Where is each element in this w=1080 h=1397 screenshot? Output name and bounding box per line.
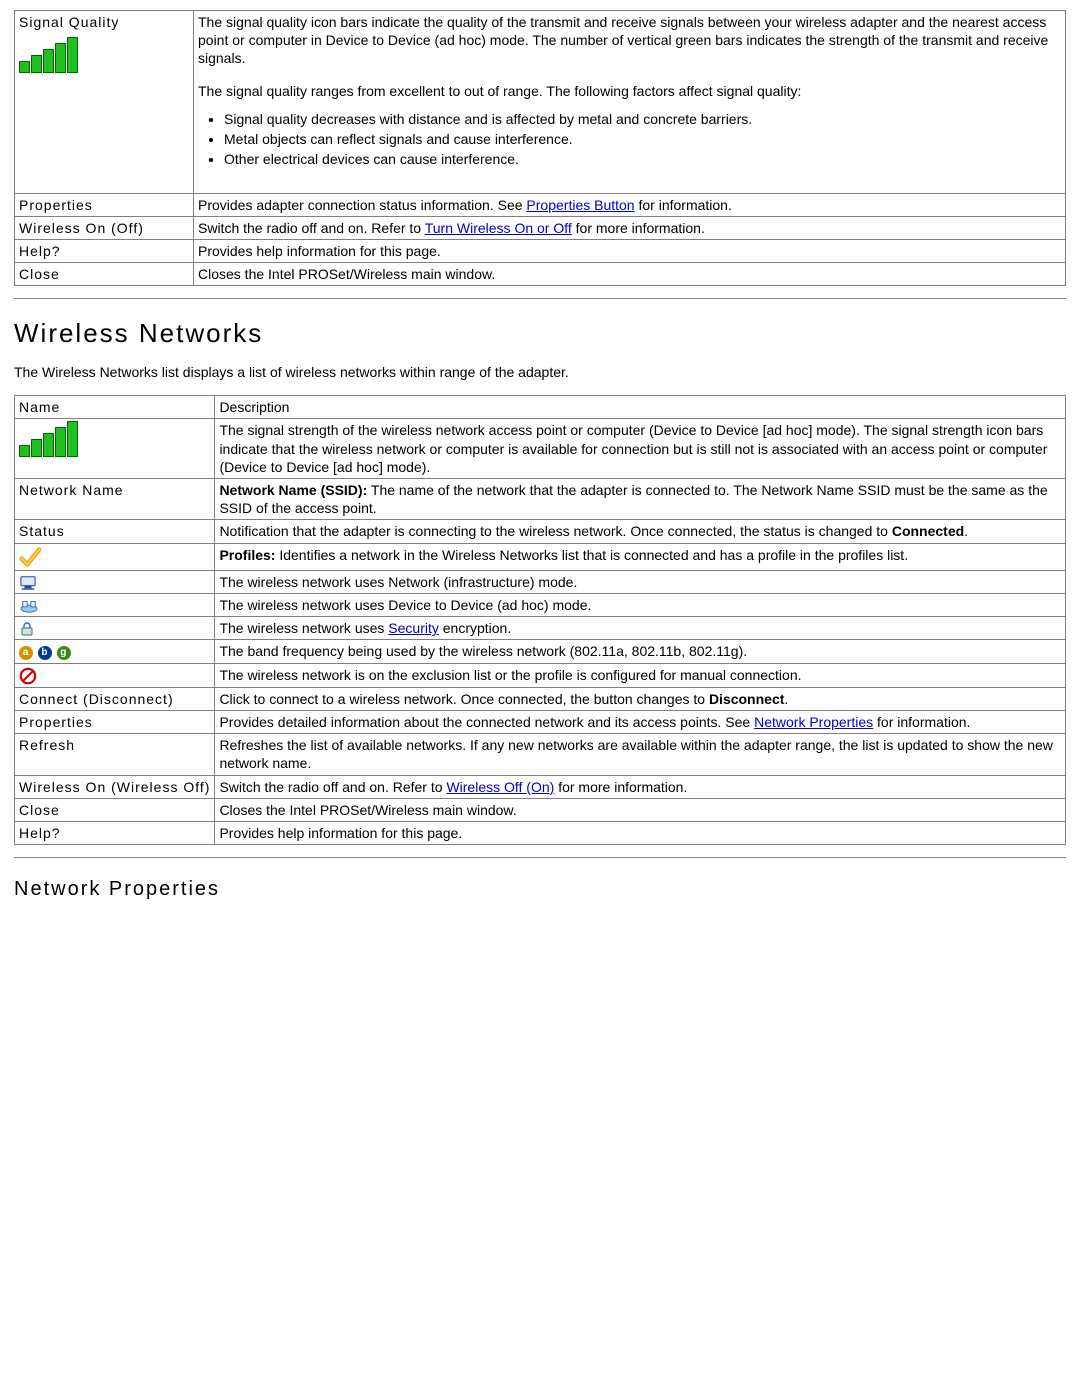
adhoc-desc: The wireless network uses Device to Devi… (215, 593, 1066, 616)
signal-bars-icon (19, 37, 79, 73)
props-desc: Provides detailed information about the … (215, 711, 1066, 734)
band-g-icon: g (57, 646, 71, 660)
wireless-networks-heading: Wireless Networks (14, 317, 1066, 351)
refresh-label: Refresh (15, 734, 215, 775)
profiles-desc: Profiles: Identifies a network in the Wi… (215, 543, 1066, 570)
checkmark-icon (19, 546, 41, 568)
list-item: Other electrical devices can cause inter… (224, 150, 1061, 168)
status-label: Status (15, 520, 215, 543)
table-row: The wireless network uses Network (infra… (15, 570, 1066, 593)
band-b-icon: b (38, 646, 52, 660)
properties-desc: Provides adapter connection status infor… (194, 193, 1066, 216)
col-name: Name (15, 396, 215, 419)
table-row: Help? Provides help information for this… (15, 822, 1066, 845)
adhoc-icon (19, 598, 39, 614)
table-row: Wireless On (Off) Switch the radio off a… (15, 216, 1066, 239)
wireless-on-label: Wireless On (Off) (15, 216, 194, 239)
table-row: The signal strength of the wireless netw… (15, 419, 1066, 479)
network-name-label: Network Name (15, 478, 215, 519)
table-row: The wireless network uses Security encry… (15, 617, 1066, 640)
network-properties-link[interactable]: Network Properties (754, 714, 873, 730)
props-label: Properties (15, 711, 215, 734)
divider (14, 298, 1066, 299)
list-item: Metal objects can reflect signals and ca… (224, 130, 1061, 148)
signal-quality-label: Signal Quality (19, 14, 119, 30)
list-item: Signal quality decreases with distance a… (224, 110, 1061, 128)
table-row: The wireless network is on the exclusion… (15, 663, 1066, 687)
table-row: Properties Provides detailed information… (15, 711, 1066, 734)
signal-bars-icon (19, 421, 79, 457)
wireless-networks-table: Name Description The signal strength of … (14, 395, 1066, 845)
table-row: The wireless network uses Device to Devi… (15, 593, 1066, 616)
properties-label: Properties (15, 193, 194, 216)
infrastructure-icon (19, 575, 37, 591)
table-row: Wireless On (Wireless Off) Switch the ra… (15, 775, 1066, 798)
band-a-icon: a (19, 646, 33, 660)
exclusion-icon (19, 667, 37, 685)
wireless-on-desc: Switch the radio off and on. Refer to Tu… (194, 216, 1066, 239)
close2-desc: Closes the Intel PROSet/Wireless main wi… (215, 798, 1066, 821)
security-link[interactable]: Security (388, 620, 439, 636)
signal-quality-list: Signal quality decreases with distance a… (224, 110, 1061, 169)
table-row: Signal Quality The signal quality icon b… (15, 11, 1066, 194)
band-desc: The band frequency being used by the wir… (215, 640, 1066, 663)
signal-quality-desc-1: The signal quality icon bars indicate th… (198, 13, 1061, 68)
close-desc: Closes the Intel PROSet/Wireless main wi… (194, 263, 1066, 286)
bars-desc: The signal strength of the wireless netw… (215, 419, 1066, 479)
network-name-desc: Network Name (SSID): The name of the net… (215, 478, 1066, 519)
security-desc: The wireless network uses Security encry… (215, 617, 1066, 640)
table-row: Properties Provides adapter connection s… (15, 193, 1066, 216)
close-label: Close (15, 263, 194, 286)
table-row: Refresh Refreshes the list of available … (15, 734, 1066, 775)
table-row: Help? Provides help information for this… (15, 239, 1066, 262)
table-row: Profiles: Identifies a network in the Wi… (15, 543, 1066, 570)
table-row: a b g The band frequency being used by t… (15, 640, 1066, 663)
turn-wireless-link[interactable]: Turn Wireless On or Off (425, 220, 572, 236)
col-desc: Description (215, 396, 1066, 419)
help-desc: Provides help information for this page. (194, 239, 1066, 262)
close2-label: Close (15, 798, 215, 821)
won-desc: Switch the radio off and on. Refer to Wi… (215, 775, 1066, 798)
help2-label: Help? (15, 822, 215, 845)
table-row: Close Closes the Intel PROSet/Wireless m… (15, 798, 1066, 821)
refresh-desc: Refreshes the list of available networks… (215, 734, 1066, 775)
exclusion-desc: The wireless network is on the exclusion… (215, 663, 1066, 687)
network-properties-heading: Network Properties (14, 876, 1066, 902)
table-row: Status Notification that the adapter is … (15, 520, 1066, 543)
table-header-row: Name Description (15, 396, 1066, 419)
connect-label: Connect (Disconnect) (15, 687, 215, 710)
wireless-off-link[interactable]: Wireless Off (On) (446, 779, 554, 795)
help-label: Help? (15, 239, 194, 262)
help2-desc: Provides help information for this page. (215, 822, 1066, 845)
table-row: Close Closes the Intel PROSet/Wireless m… (15, 263, 1066, 286)
lock-icon (19, 621, 35, 637)
properties-button-link[interactable]: Properties Button (526, 197, 634, 213)
table-row: Connect (Disconnect) Click to connect to… (15, 687, 1066, 710)
signal-table: Signal Quality The signal quality icon b… (14, 10, 1066, 286)
infra-desc: The wireless network uses Network (infra… (215, 570, 1066, 593)
signal-quality-desc-2: The signal quality ranges from excellent… (198, 82, 1061, 100)
wireless-networks-intro: The Wireless Networks list displays a li… (14, 363, 1066, 381)
connect-desc: Click to connect to a wireless network. … (215, 687, 1066, 710)
table-row: Network Name Network Name (SSID): The na… (15, 478, 1066, 519)
won-label: Wireless On (Wireless Off) (15, 775, 215, 798)
status-desc: Notification that the adapter is connect… (215, 520, 1066, 543)
divider (14, 857, 1066, 858)
